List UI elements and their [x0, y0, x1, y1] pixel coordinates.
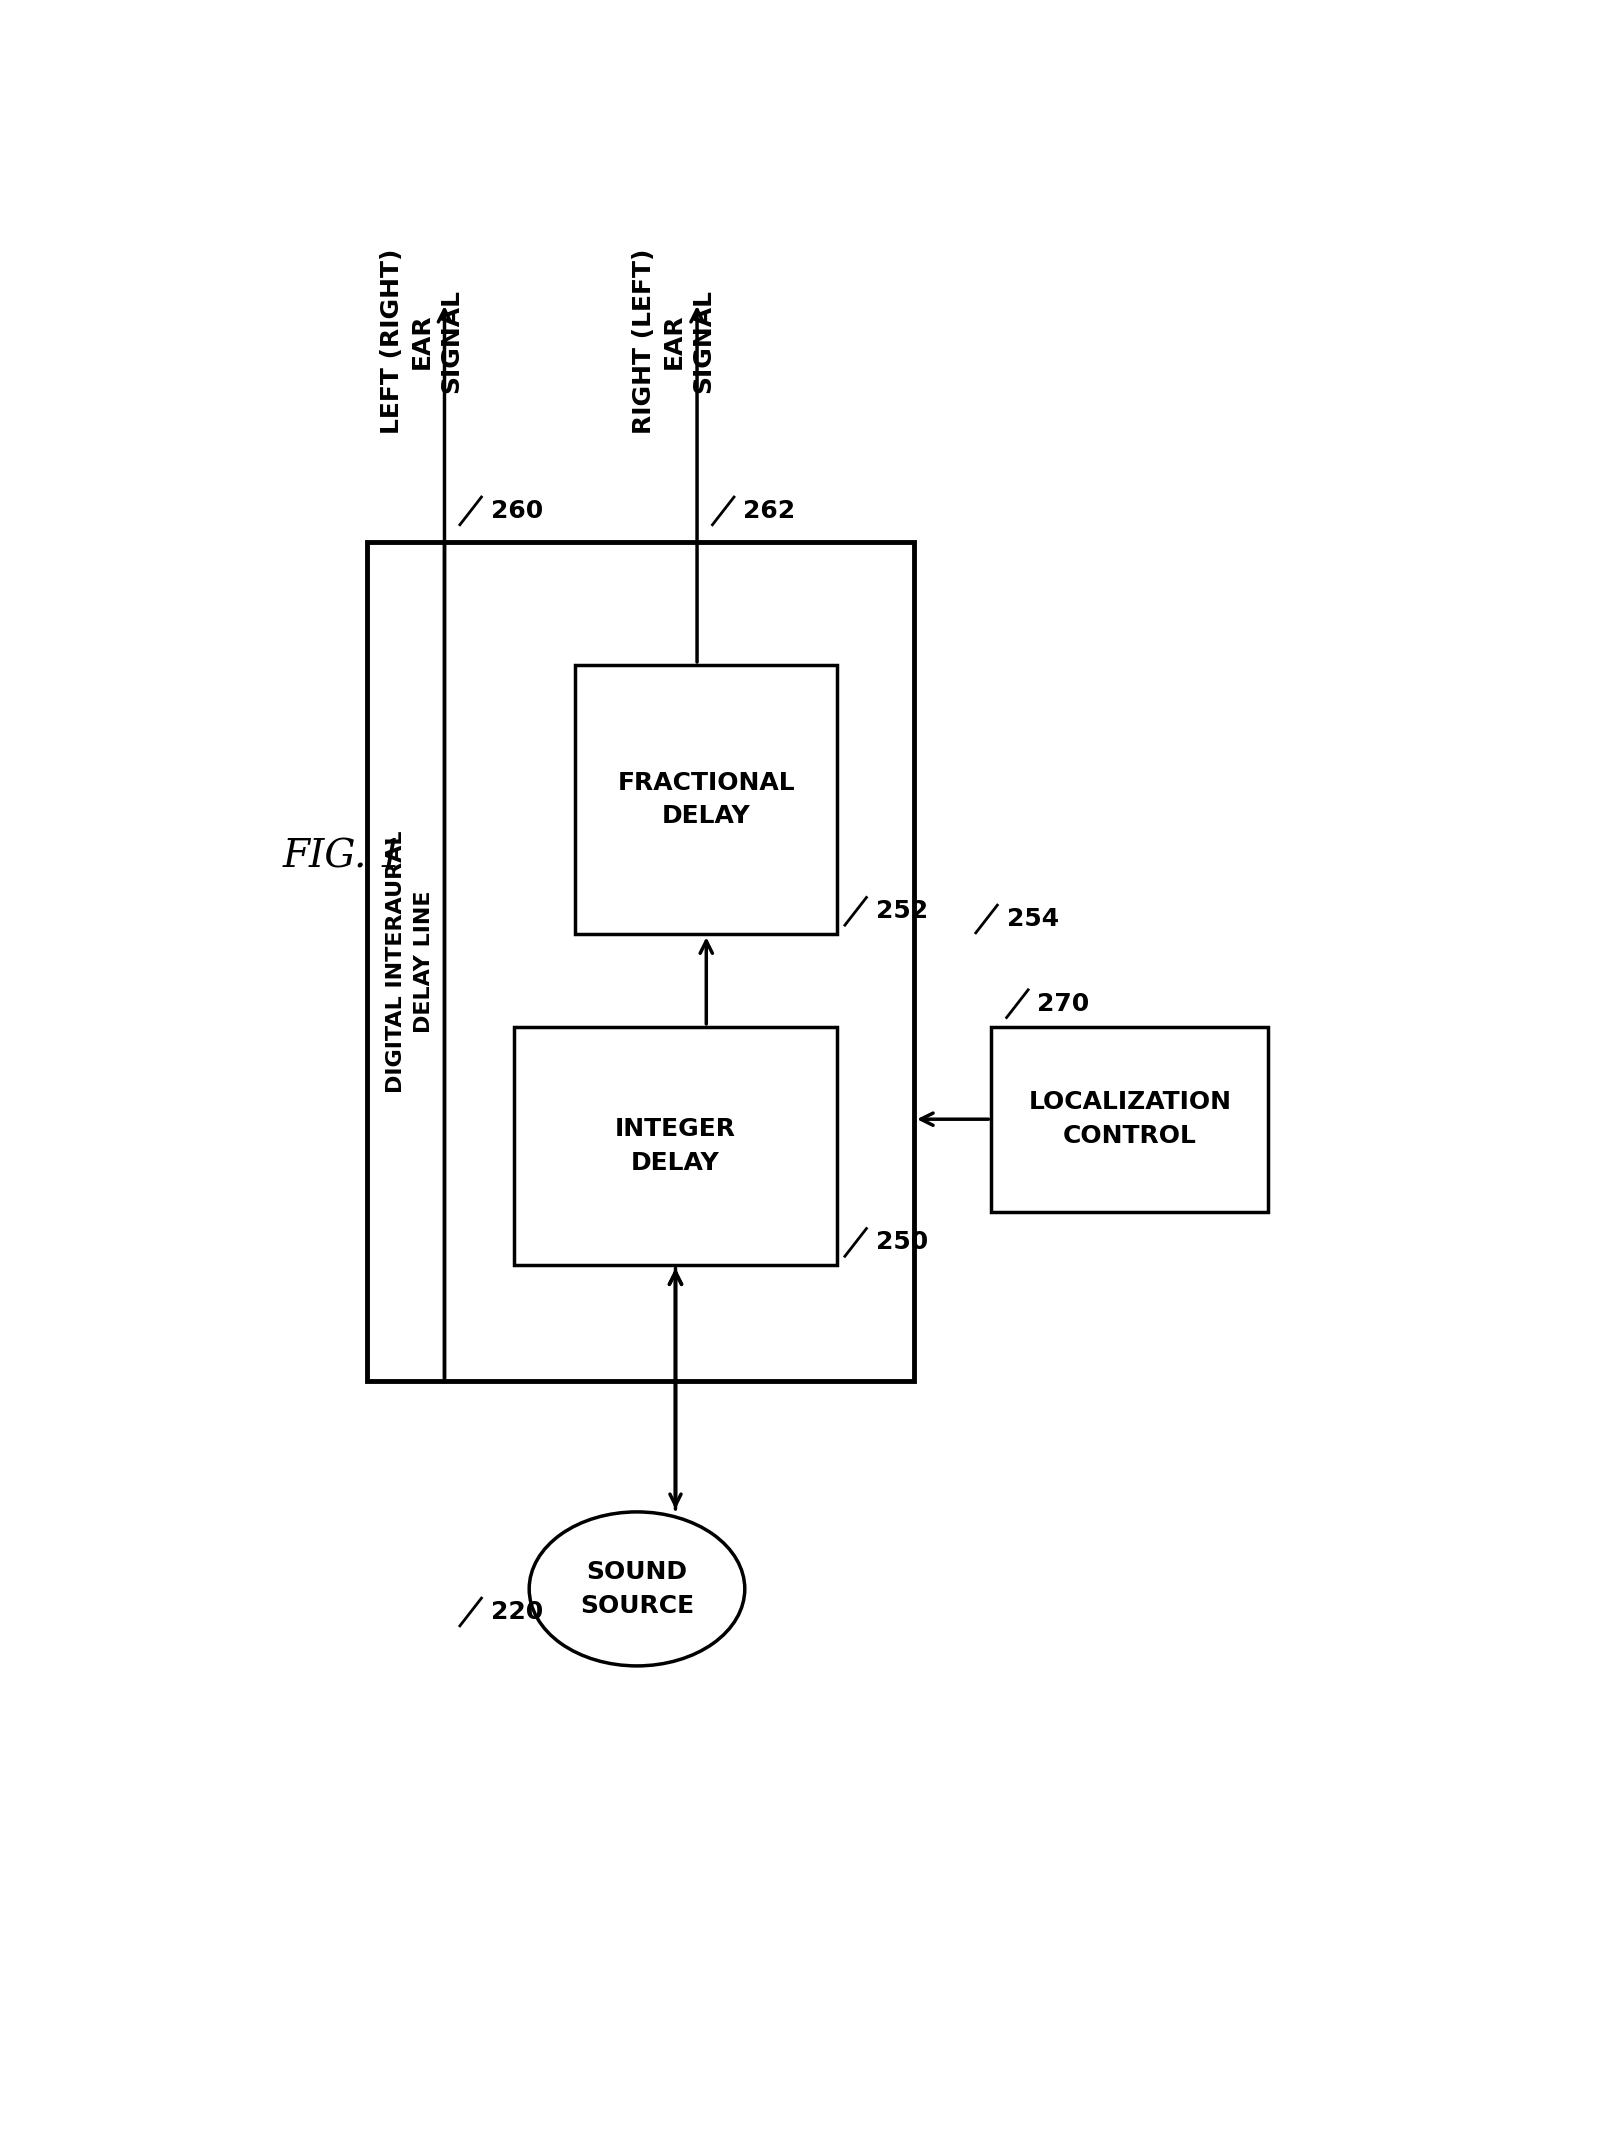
Text: 254: 254	[1007, 907, 1059, 931]
Text: FRACTIONAL
DELAY: FRACTIONAL DELAY	[618, 770, 796, 828]
Text: FIG. 1: FIG. 1	[282, 839, 404, 875]
Bar	[368, 541, 914, 1380]
Text: 250: 250	[876, 1230, 928, 1254]
Text: 252: 252	[876, 899, 928, 922]
Text: LEFT (RIGHT)
EAR
SIGNAL: LEFT (RIGHT) EAR SIGNAL	[379, 248, 463, 434]
Bar	[991, 1027, 1269, 1211]
Text: 260: 260	[491, 499, 542, 522]
Text: SOUND
SOURCE: SOUND SOURCE	[579, 1560, 694, 1618]
Ellipse shape	[529, 1511, 744, 1665]
Text: 262: 262	[742, 499, 796, 522]
Text: 220: 220	[491, 1601, 542, 1624]
Bar	[575, 666, 838, 935]
Bar	[513, 1027, 838, 1265]
Text: DIGITAL INTERAURAL
DELAY LINE: DIGITAL INTERAURAL DELAY LINE	[386, 830, 434, 1094]
Text: RIGHT (LEFT)
EAR
SIGNAL: RIGHT (LEFT) EAR SIGNAL	[633, 248, 715, 434]
Text: 270: 270	[1038, 991, 1089, 1016]
Text: LOCALIZATION
CONTROL: LOCALIZATION CONTROL	[1028, 1091, 1231, 1147]
Text: INTEGER
DELAY: INTEGER DELAY	[615, 1117, 736, 1175]
